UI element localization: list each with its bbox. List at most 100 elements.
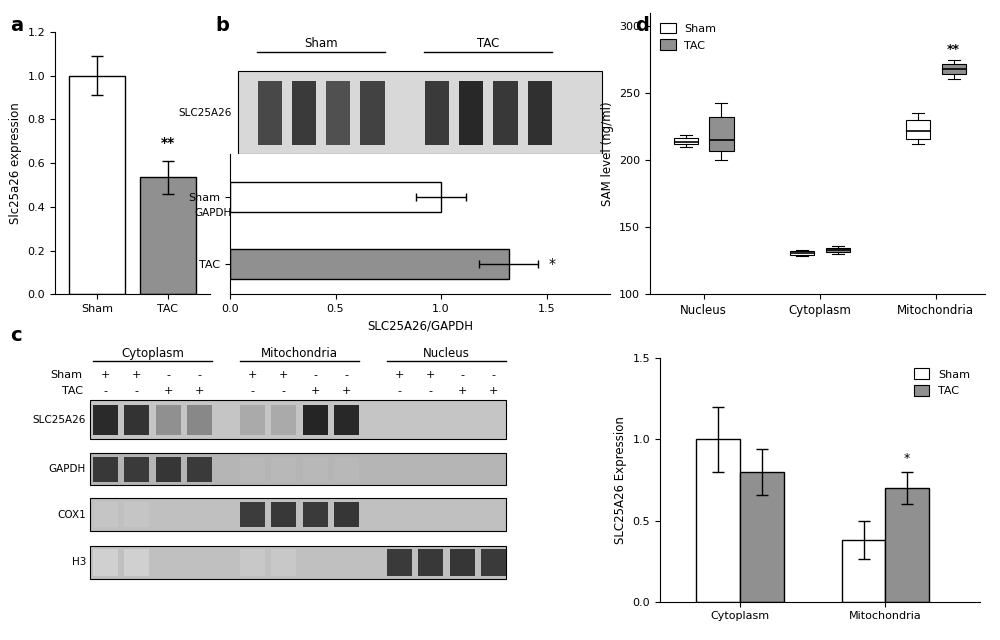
Bar bbox=[238, 172, 602, 255]
Bar bbox=[240, 549, 265, 575]
Text: -: - bbox=[429, 386, 433, 396]
Bar bbox=[271, 502, 296, 527]
Bar bbox=[459, 81, 483, 145]
Bar bbox=[885, 488, 929, 602]
Text: -: - bbox=[313, 370, 317, 380]
Bar bbox=[528, 181, 552, 246]
PathPatch shape bbox=[906, 120, 930, 139]
Bar bbox=[696, 440, 740, 602]
Bar bbox=[124, 405, 149, 435]
Text: *: * bbox=[549, 257, 556, 271]
Bar bbox=[90, 545, 506, 579]
Text: c: c bbox=[10, 326, 22, 346]
Bar bbox=[90, 401, 506, 439]
PathPatch shape bbox=[674, 138, 698, 144]
Bar bbox=[240, 456, 265, 481]
Bar bbox=[258, 181, 282, 246]
Bar bbox=[326, 181, 350, 246]
Text: Cytoplasm: Cytoplasm bbox=[121, 346, 184, 360]
Bar bbox=[230, 182, 441, 212]
Text: TAC: TAC bbox=[477, 37, 499, 50]
Text: +: + bbox=[489, 386, 498, 396]
Bar bbox=[93, 549, 118, 575]
Text: Sham: Sham bbox=[304, 37, 338, 50]
Text: -: - bbox=[460, 370, 464, 380]
Text: d: d bbox=[635, 16, 649, 35]
Text: -: - bbox=[198, 370, 202, 380]
Bar bbox=[334, 456, 359, 481]
Bar bbox=[230, 249, 509, 279]
Bar bbox=[303, 502, 328, 527]
Bar bbox=[271, 549, 296, 575]
Bar bbox=[459, 181, 483, 246]
Bar bbox=[240, 502, 265, 527]
Text: SLC25A26: SLC25A26 bbox=[179, 108, 232, 118]
Text: **: ** bbox=[947, 43, 960, 56]
Text: +: + bbox=[426, 370, 435, 380]
Bar bbox=[90, 499, 506, 531]
Bar bbox=[258, 81, 282, 145]
Bar bbox=[387, 549, 412, 575]
Bar bbox=[124, 456, 149, 481]
Bar bbox=[156, 405, 181, 435]
Bar bbox=[303, 405, 328, 435]
Text: +: + bbox=[279, 370, 288, 380]
Bar bbox=[425, 81, 449, 145]
Bar bbox=[187, 456, 212, 481]
Text: Nucleus: Nucleus bbox=[423, 346, 470, 360]
PathPatch shape bbox=[826, 248, 850, 252]
Bar bbox=[303, 456, 328, 481]
Bar bbox=[450, 549, 475, 575]
Text: +: + bbox=[132, 370, 141, 380]
Y-axis label: SLC25A26 Expression: SLC25A26 Expression bbox=[614, 416, 627, 544]
Bar bbox=[124, 549, 149, 575]
Bar bbox=[326, 81, 350, 145]
Text: -: - bbox=[492, 370, 496, 380]
Bar bbox=[334, 405, 359, 435]
Bar bbox=[334, 502, 359, 527]
Text: +: + bbox=[458, 386, 467, 396]
Text: -: - bbox=[166, 370, 170, 380]
Bar bbox=[481, 549, 506, 575]
Text: +: + bbox=[311, 386, 320, 396]
Bar bbox=[493, 81, 518, 145]
Bar bbox=[360, 181, 385, 246]
Text: SLC25A26: SLC25A26 bbox=[33, 415, 86, 425]
Bar bbox=[238, 70, 602, 154]
Bar bbox=[90, 453, 506, 485]
PathPatch shape bbox=[790, 252, 814, 255]
Text: b: b bbox=[215, 16, 229, 35]
Bar bbox=[240, 405, 265, 435]
Bar bbox=[528, 81, 552, 145]
Bar bbox=[271, 405, 296, 435]
Text: Mitochondria: Mitochondria bbox=[261, 346, 338, 360]
Bar bbox=[124, 502, 149, 527]
Y-axis label: Slc25a26 expression: Slc25a26 expression bbox=[9, 102, 22, 224]
Bar bbox=[292, 181, 316, 246]
Y-axis label: SAM level (ng/ml): SAM level (ng/ml) bbox=[601, 101, 614, 206]
PathPatch shape bbox=[709, 117, 734, 151]
Bar bbox=[69, 76, 125, 294]
Bar bbox=[271, 456, 296, 481]
Bar bbox=[93, 405, 118, 435]
Text: +: + bbox=[195, 386, 204, 396]
Text: GAPDH: GAPDH bbox=[49, 464, 86, 474]
X-axis label: SLC25A26/GAPDH: SLC25A26/GAPDH bbox=[367, 319, 473, 333]
Bar bbox=[140, 177, 196, 294]
Bar bbox=[842, 540, 885, 602]
Legend: Sham, TAC: Sham, TAC bbox=[656, 19, 721, 55]
Text: COX1: COX1 bbox=[57, 509, 86, 520]
Text: Sham: Sham bbox=[51, 370, 83, 380]
Text: -: - bbox=[250, 386, 254, 396]
Bar bbox=[187, 405, 212, 435]
Text: *: * bbox=[904, 452, 910, 465]
Bar bbox=[740, 472, 784, 602]
Text: TAC: TAC bbox=[62, 386, 83, 396]
Text: -: - bbox=[345, 370, 349, 380]
Text: a: a bbox=[10, 16, 23, 35]
Text: +: + bbox=[164, 386, 173, 396]
Text: -: - bbox=[103, 386, 107, 396]
Text: -: - bbox=[135, 386, 139, 396]
PathPatch shape bbox=[942, 64, 966, 74]
Text: GAPDH: GAPDH bbox=[195, 207, 232, 218]
